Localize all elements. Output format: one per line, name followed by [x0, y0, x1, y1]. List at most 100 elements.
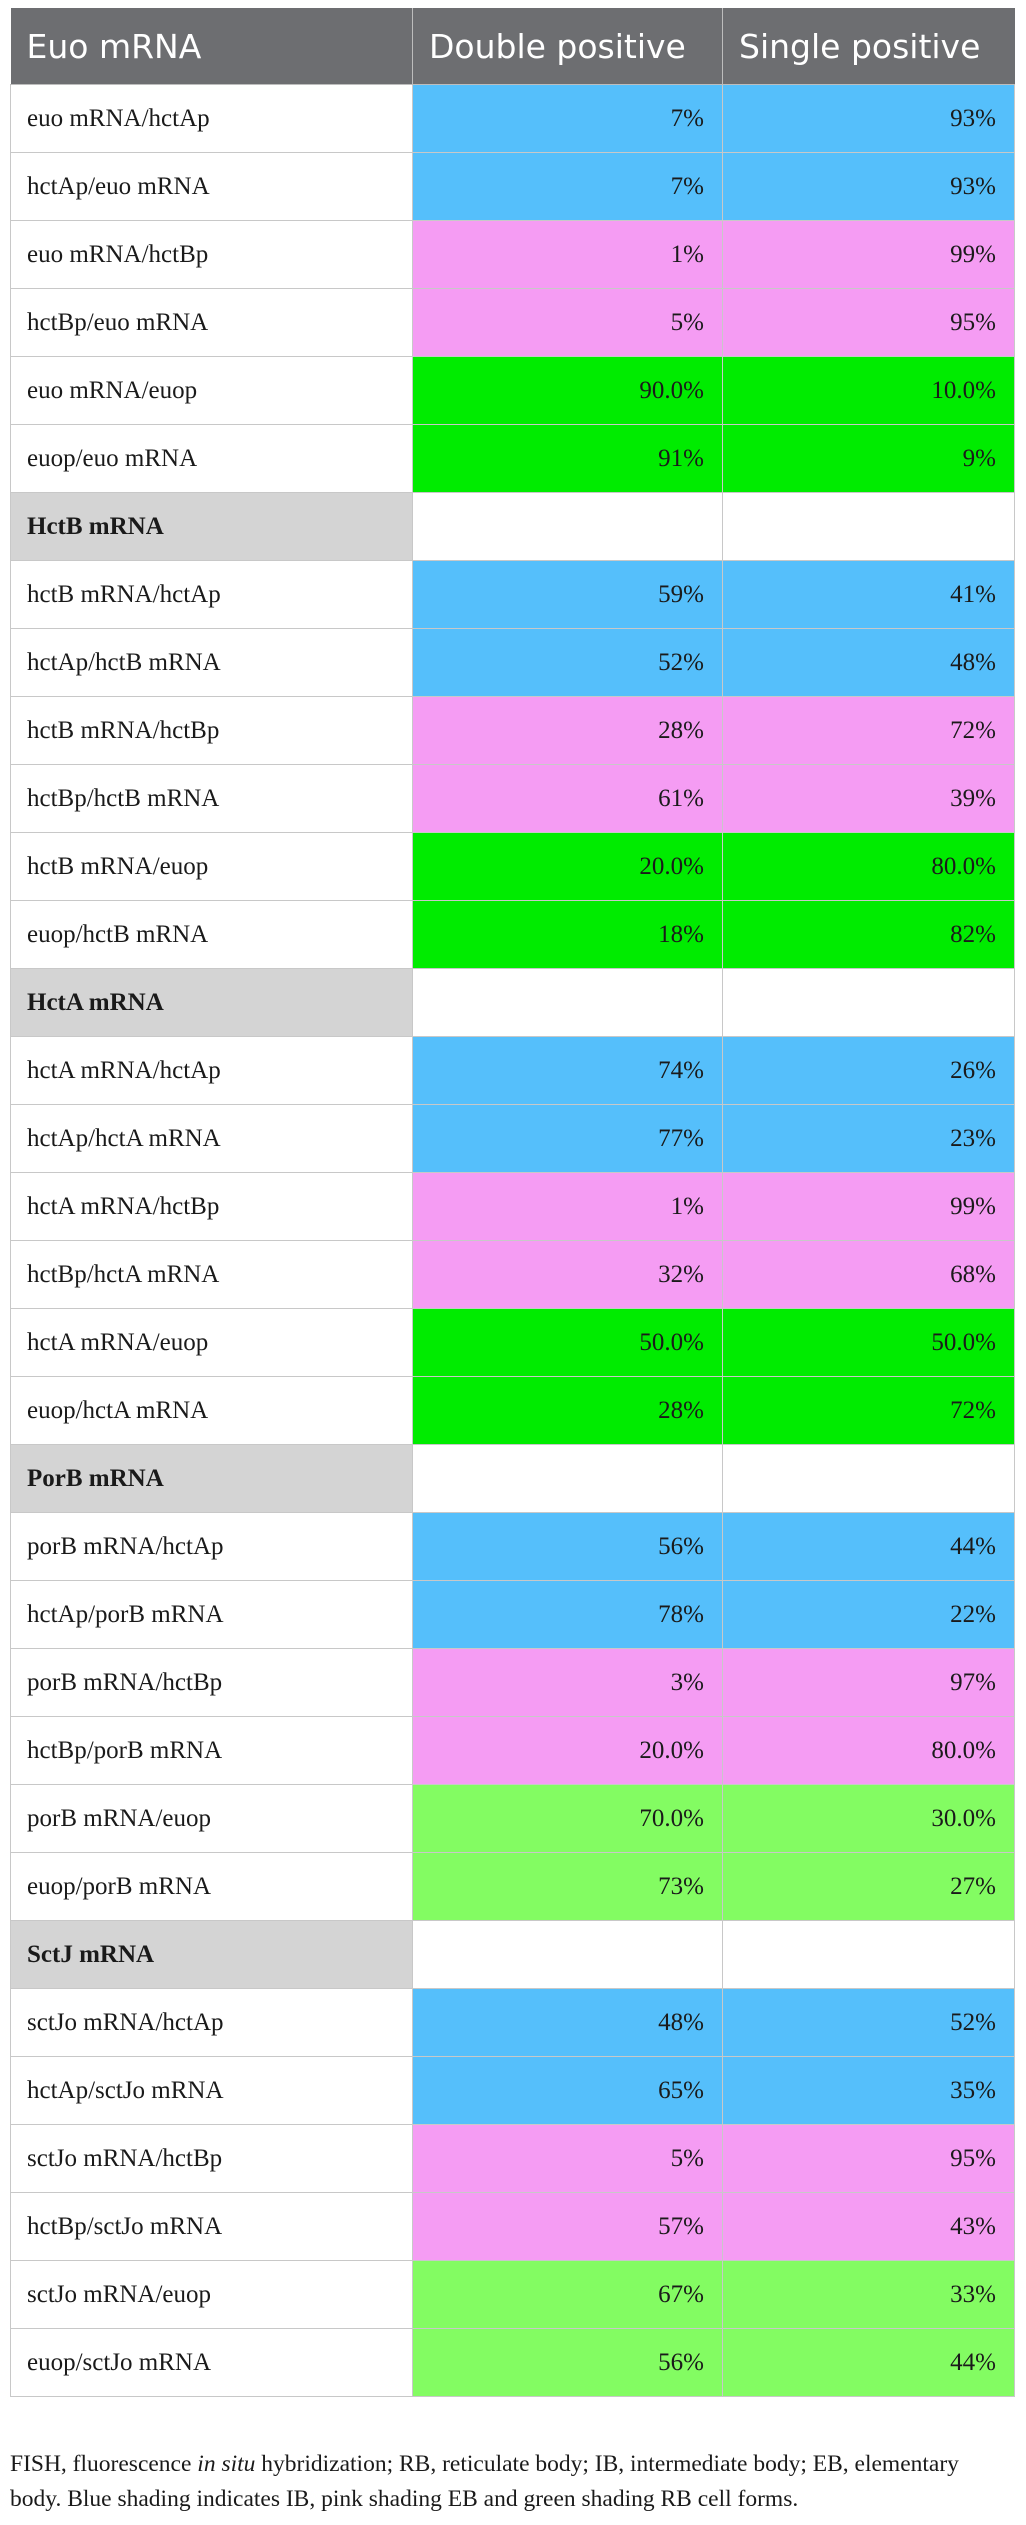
row-label: hctAp/euo mRNA — [10, 152, 413, 221]
table-row: euop/sctJo mRNA 56% 44% — [10, 2328, 1015, 2397]
row-label: hctBp/porB mRNA — [10, 1716, 413, 1785]
section-empty-cell — [412, 492, 723, 561]
section-row: PorB mRNA — [10, 1444, 1015, 1513]
double-positive-cell: 73% — [412, 1852, 723, 1921]
double-positive-cell: 7% — [412, 152, 723, 221]
table-body: euo mRNA/hctAp 7% 93% hctAp/euo mRNA 7% 93% eu… — [10, 84, 1015, 2397]
double-positive-cell: 61% — [412, 764, 723, 833]
table-row: hctB mRNA/euop 20.0% 80.0% — [10, 832, 1015, 901]
single-positive-cell: 99% — [722, 220, 1015, 289]
table-row: hctA mRNA/hctAp 74% 26% — [10, 1036, 1015, 1105]
double-positive-cell: 74% — [412, 1036, 723, 1105]
table-row: sctJo mRNA/euop 67% 33% — [10, 2260, 1015, 2329]
section-empty-cell — [722, 492, 1015, 561]
single-positive-cell: 41% — [722, 560, 1015, 629]
single-positive-cell: 23% — [722, 1104, 1015, 1173]
table-row: sctJo mRNA/hctBp 5% 95% — [10, 2124, 1015, 2193]
single-positive-cell: 48% — [722, 628, 1015, 697]
row-label: hctA mRNA/hctAp — [10, 1036, 413, 1105]
double-positive-cell: 90.0% — [412, 356, 723, 425]
double-positive-cell: 65% — [412, 2056, 723, 2125]
section-empty-cell — [722, 968, 1015, 1037]
section-label: HctB mRNA — [10, 492, 413, 561]
data-table: Euo mRNA Double positive Single positive… — [10, 8, 1015, 2397]
double-positive-cell: 20.0% — [412, 832, 723, 901]
section-row: HctA mRNA — [10, 968, 1015, 1037]
table-row: euop/hctA mRNA 28% 72% — [10, 1376, 1015, 1445]
header-euo-mrna: Euo mRNA — [10, 8, 413, 85]
table-row: hctA mRNA/hctBp 1% 99% — [10, 1172, 1015, 1241]
row-label: hctA mRNA/hctBp — [10, 1172, 413, 1241]
double-positive-cell: 20.0% — [412, 1716, 723, 1785]
row-label: hctAp/hctA mRNA — [10, 1104, 413, 1173]
double-positive-cell: 91% — [412, 424, 723, 493]
single-positive-cell: 68% — [722, 1240, 1015, 1309]
double-positive-cell: 32% — [412, 1240, 723, 1309]
double-positive-cell: 78% — [412, 1580, 723, 1649]
header-double-positive: Double positive — [412, 8, 723, 85]
double-positive-cell: 77% — [412, 1104, 723, 1173]
table-row: hctAp/porB mRNA 78% 22% — [10, 1580, 1015, 1649]
table-row: hctAp/euo mRNA 7% 93% — [10, 152, 1015, 221]
double-positive-cell: 28% — [412, 1376, 723, 1445]
double-positive-cell: 52% — [412, 628, 723, 697]
table-row: hctB mRNA/hctBp 28% 72% — [10, 696, 1015, 765]
row-label: euop/sctJo mRNA — [10, 2328, 413, 2397]
row-label: euop/hctB mRNA — [10, 900, 413, 969]
table-row: porB mRNA/euop 70.0% 30.0% — [10, 1784, 1015, 1853]
row-label: hctBp/euo mRNA — [10, 288, 413, 357]
single-positive-cell: 82% — [722, 900, 1015, 969]
single-positive-cell: 30.0% — [722, 1784, 1015, 1853]
section-empty-cell — [722, 1920, 1015, 1989]
single-positive-cell: 50.0% — [722, 1308, 1015, 1377]
double-positive-cell: 48% — [412, 1988, 723, 2057]
single-positive-cell: 99% — [722, 1172, 1015, 1241]
section-row: HctB mRNA — [10, 492, 1015, 561]
table-row: porB mRNA/hctBp 3% 97% — [10, 1648, 1015, 1717]
table-row: hctBp/hctA mRNA 32% 68% — [10, 1240, 1015, 1309]
row-label: hctAp/hctB mRNA — [10, 628, 413, 697]
table-row: euop/euo mRNA 91% 9% — [10, 424, 1015, 493]
row-label: porB mRNA/hctAp — [10, 1512, 413, 1581]
table-row: porB mRNA/hctAp 56% 44% — [10, 1512, 1015, 1581]
row-label: euop/euo mRNA — [10, 424, 413, 493]
double-positive-cell: 50.0% — [412, 1308, 723, 1377]
double-positive-cell: 56% — [412, 1512, 723, 1581]
double-positive-cell: 28% — [412, 696, 723, 765]
table-row: hctAp/hctA mRNA 77% 23% — [10, 1104, 1015, 1173]
single-positive-cell: 43% — [722, 2192, 1015, 2261]
row-label: euo mRNA/hctBp — [10, 220, 413, 289]
row-label: sctJo mRNA/hctAp — [10, 1988, 413, 2057]
single-positive-cell: 9% — [722, 424, 1015, 493]
single-positive-cell: 72% — [722, 696, 1015, 765]
row-label: hctBp/hctB mRNA — [10, 764, 413, 833]
section-label: HctA mRNA — [10, 968, 413, 1037]
single-positive-cell: 33% — [722, 2260, 1015, 2329]
double-positive-cell: 1% — [412, 1172, 723, 1241]
single-positive-cell: 93% — [722, 152, 1015, 221]
row-label: sctJo mRNA/euop — [10, 2260, 413, 2329]
row-label: hctBp/sctJo mRNA — [10, 2192, 413, 2261]
single-positive-cell: 44% — [722, 2328, 1015, 2397]
row-label: sctJo mRNA/hctBp — [10, 2124, 413, 2193]
single-positive-cell: 26% — [722, 1036, 1015, 1105]
table-row: euo mRNA/hctBp 1% 99% — [10, 220, 1015, 289]
table-row: euo mRNA/hctAp 7% 93% — [10, 84, 1015, 153]
double-positive-cell: 3% — [412, 1648, 723, 1717]
row-label: euop/porB mRNA — [10, 1852, 413, 1921]
table-row: euop/hctB mRNA 18% 82% — [10, 900, 1015, 969]
row-label: hctA mRNA/euop — [10, 1308, 413, 1377]
row-label: hctAp/porB mRNA — [10, 1580, 413, 1649]
double-positive-cell: 56% — [412, 2328, 723, 2397]
table-row: hctB mRNA/hctAp 59% 41% — [10, 560, 1015, 629]
single-positive-cell: 35% — [722, 2056, 1015, 2125]
row-label: euop/hctA mRNA — [10, 1376, 413, 1445]
single-positive-cell: 93% — [722, 84, 1015, 153]
single-positive-cell: 22% — [722, 1580, 1015, 1649]
row-label: euo mRNA/euop — [10, 356, 413, 425]
table-row: hctBp/hctB mRNA 61% 39% — [10, 764, 1015, 833]
row-label: hctB mRNA/hctBp — [10, 696, 413, 765]
table-row: hctBp/porB mRNA 20.0% 80.0% — [10, 1716, 1015, 1785]
table-row: hctA mRNA/euop 50.0% 50.0% — [10, 1308, 1015, 1377]
single-positive-cell: 95% — [722, 288, 1015, 357]
